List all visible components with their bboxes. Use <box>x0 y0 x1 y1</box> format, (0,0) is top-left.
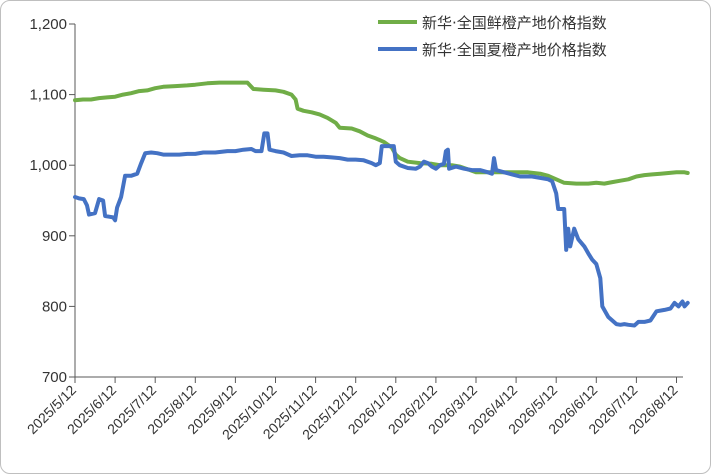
y-axis-ticks: 700 800 900 1,000 1,100 1,200 <box>29 16 75 386</box>
axes <box>74 24 683 378</box>
y-tick-label: 1,100 <box>29 87 67 104</box>
legend-label-2: 新华·全国夏橙产地价格指数 <box>422 41 607 59</box>
series-line-2 <box>73 131 690 328</box>
series-lines <box>73 80 690 328</box>
y-tick-label: 1,000 <box>29 157 67 174</box>
y-tick-label: 700 <box>42 369 67 386</box>
series-line-1 <box>73 80 690 186</box>
legend-label-1: 新华·全国鲜橙产地价格指数 <box>422 14 607 32</box>
x-axis-ticks: 2025/5/122025/6/122025/7/122025/8/122025… <box>24 377 681 443</box>
y-tick-label: 800 <box>42 298 67 315</box>
y-tick-label: 900 <box>42 228 67 245</box>
y-tick-label: 1,200 <box>29 16 67 33</box>
